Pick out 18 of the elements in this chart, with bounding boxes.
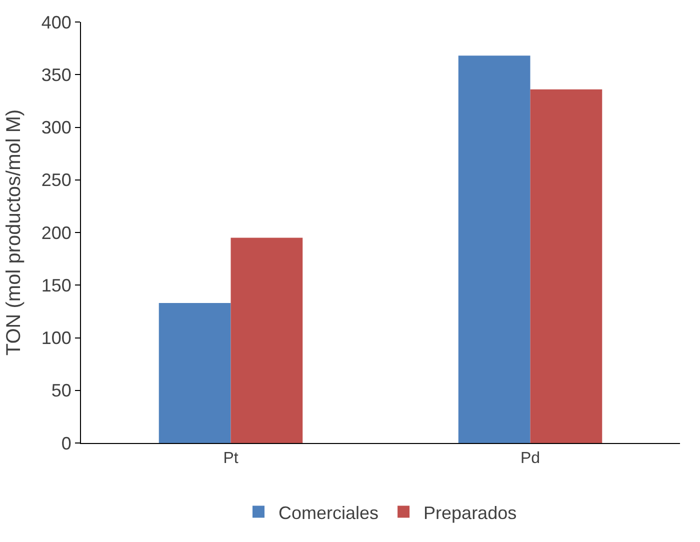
y-tick-label: 200 (41, 222, 72, 243)
y-tick-label: 150 (41, 275, 72, 296)
y-axis-title: TON (mol productos/mol M) (2, 109, 25, 356)
legend-label: Preparados (424, 502, 517, 523)
y-tick-label: 400 (41, 12, 72, 32)
y-tick-label: 300 (41, 118, 72, 138)
x-tick-label: Pd (520, 450, 540, 468)
y-tick-label: 350 (41, 64, 72, 85)
legend-label: Comerciales (278, 502, 379, 523)
y-tick-label: 0 (61, 433, 72, 454)
y-tick-label: 100 (41, 328, 72, 348)
y-tick-label: 50 (51, 380, 72, 401)
bar (530, 89, 602, 443)
x-tick-label: Pt (223, 450, 239, 468)
bar (158, 303, 231, 443)
bar (458, 56, 530, 443)
bar (230, 238, 303, 443)
y-tick-label: 250 (41, 170, 72, 190)
